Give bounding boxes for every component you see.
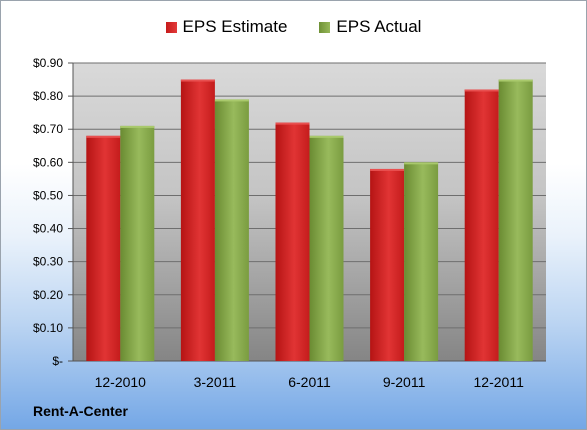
y-tick-label: $0.60 [33,155,63,169]
y-tick-label: $- [52,354,63,368]
y-tick-label: $0.50 [33,188,63,202]
bar-estimate-top [86,135,121,138]
bar-estimate [275,122,310,361]
y-tick-label: $0.40 [33,222,63,236]
legend-swatch-estimate [165,21,177,33]
y-tick-label: $0.10 [33,321,63,335]
y-tick-label: $0.20 [33,288,63,302]
bar-actual-top [404,162,439,165]
company-name: Rent-A-Center [33,403,128,419]
legend-label-actual: EPS Actual [336,17,422,36]
bar-actual [309,135,344,361]
legend-item-estimate: EPS Estimate [165,17,288,37]
x-tick-label: 12-2010 [95,374,147,390]
y-tick-label: $0.30 [33,255,63,269]
bar-actual [498,79,533,362]
x-tick-label: 6-2011 [288,374,331,390]
x-tick-label: 12-2011 [474,374,525,390]
bar-actual-top [498,79,533,82]
bar-estimate [370,168,405,361]
bar-estimate-top [180,79,215,82]
chart-legend: EPS Estimate EPS Actual [1,17,586,37]
bar-actual [120,125,155,362]
legend-label-estimate: EPS Estimate [182,17,288,36]
bar-estimate [180,79,215,362]
bar-actual-top [214,99,249,102]
bar-estimate-top [370,168,405,171]
y-tick-label: $0.70 [33,122,63,136]
legend-item-actual: EPS Actual [319,17,421,37]
bar-actual [214,99,249,361]
x-tick-label: 3-2011 [194,374,237,390]
bar-estimate [464,89,499,361]
y-tick-label: $0.90 [33,56,63,70]
bar-actual-top [309,135,344,138]
legend-swatch-actual [319,21,331,33]
bar-estimate-top [275,122,310,125]
bar-estimate [86,135,121,361]
bar-actual-top [120,125,155,128]
bar-estimate-top [464,89,499,92]
bar-actual [404,162,439,361]
y-tick-label: $0.80 [33,89,63,103]
x-tick-label: 9-2011 [383,374,426,390]
